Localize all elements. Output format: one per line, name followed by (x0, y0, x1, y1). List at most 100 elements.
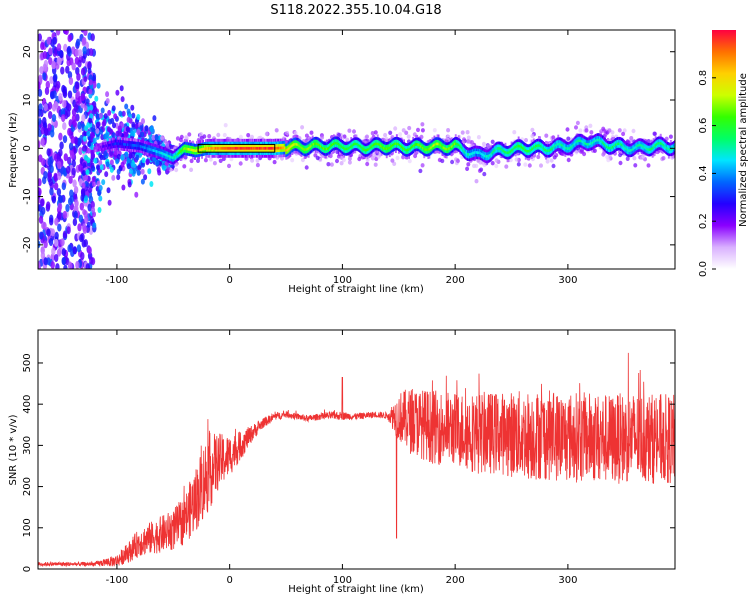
spectrogram-cell (149, 142, 152, 146)
spectrogram-cell (268, 152, 270, 155)
spectrogram-cell (395, 144, 398, 148)
spectrogram-cell (599, 142, 602, 145)
spectrogram-cell (340, 149, 342, 153)
spectrogram-cell (125, 140, 127, 144)
spectrogram-cell (500, 153, 503, 156)
spectrogram-cell (511, 145, 514, 149)
spectrogram-cell (281, 149, 284, 152)
spectrogram-cell (561, 143, 564, 147)
spectrogram-cell (403, 150, 405, 153)
spectrogram-cell (254, 141, 257, 145)
spectrogram-cell (410, 146, 413, 150)
spectrogram-cell (338, 145, 340, 149)
spectrogram-cell (585, 140, 588, 143)
spectrogram-cell (397, 145, 399, 148)
spectrogram-cell (479, 154, 482, 157)
spectrogram-cell (65, 257, 70, 266)
spectrogram-cell (294, 148, 297, 151)
spectrogram-cell (261, 138, 263, 142)
spectrogram-cell (63, 153, 68, 162)
spectrogram-cell (372, 143, 375, 147)
spectrogram-cell (178, 148, 181, 152)
spectrogram-cell (640, 138, 643, 142)
spectrogram-cell (134, 141, 137, 145)
spectrogram-cell (613, 147, 615, 151)
spectrogram-cell (159, 145, 162, 149)
spectrogram-cell (269, 149, 271, 153)
spectrogram-cell (565, 144, 568, 147)
spectrogram-cell (597, 143, 600, 147)
spectrogram-cell (503, 155, 506, 159)
spectrogram-cell (619, 142, 622, 146)
spectrogram-cell (596, 141, 599, 144)
spectrogram-cell (263, 152, 265, 155)
spectrogram-cell (397, 147, 399, 151)
spectrogram-cell (216, 149, 219, 153)
spectrogram-cell (467, 155, 469, 159)
spectrogram-cell (367, 153, 370, 157)
spectrogram-cell (224, 146, 227, 150)
spectrogram-cell (87, 246, 92, 255)
spectrogram-cell (161, 157, 164, 160)
spectrogram-cell (415, 135, 418, 138)
spectrogram-cell (157, 153, 160, 156)
spectrogram-cell (375, 139, 378, 143)
spectrogram-cell (597, 141, 600, 144)
spectrogram-cell (284, 148, 287, 152)
spectrogram-cell (250, 149, 253, 153)
spectrogram-cell (126, 126, 131, 133)
spectrogram-cell (270, 144, 272, 147)
spectrogram-cell (538, 141, 540, 145)
spectrogram-cell (576, 137, 579, 140)
spectrogram-cell (195, 146, 197, 150)
spectrogram-cell (153, 154, 156, 158)
spectrogram-cell (428, 145, 431, 148)
spectrogram-cell (631, 143, 634, 146)
spectrogram-cell (420, 163, 425, 168)
spectrogram-cell (203, 150, 206, 153)
spectrogram-cell (213, 144, 216, 147)
spectrogram-cell (117, 139, 120, 143)
spectrogram-cell (595, 141, 598, 145)
spectrogram-cell (629, 149, 632, 152)
spectrogram-cell (309, 145, 312, 149)
spectrogram-cell (62, 122, 67, 131)
spectrogram-cell (640, 146, 643, 150)
spectrogram-cell (189, 142, 191, 146)
spectrogram-cell (109, 150, 114, 157)
spectrogram-cell (430, 146, 433, 149)
spectrogram-cell (329, 148, 331, 152)
spectrogram-cell (179, 152, 182, 156)
spectrogram-cell (566, 141, 569, 145)
spectrogram-cell (113, 142, 116, 146)
spectrogram-cell (616, 148, 618, 151)
spectrogram-cell (118, 145, 121, 148)
spectrogram-cell (530, 142, 533, 146)
spectrogram-cell (332, 151, 334, 154)
spectrogram-cell (462, 151, 465, 155)
spectrogram-cell (508, 145, 511, 149)
spectrogram-cell (494, 143, 497, 146)
spectrogram-cell (291, 146, 294, 150)
spectrogram-cell (80, 252, 85, 260)
spectrogram-cell (430, 148, 433, 152)
spectrogram-cell (596, 143, 599, 147)
spectrogram-cell (242, 144, 245, 147)
spectrogram-cell (235, 144, 238, 147)
spectrogram-cell (54, 238, 59, 247)
spectrogram-cell (370, 142, 373, 146)
spectrogram-cell (533, 140, 536, 144)
spectrogram-cell (180, 144, 183, 147)
spectrogram-cell (125, 143, 127, 146)
spectrogram-cell (119, 85, 124, 92)
spectrogram-cell (38, 88, 43, 97)
spectrogram-cell (316, 145, 319, 149)
spectrogram-cell (503, 152, 506, 156)
spectrogram-cell (237, 154, 240, 158)
spectrogram-cell (38, 178, 42, 187)
spectrogram-cell (217, 154, 220, 158)
spectrogram-cell (581, 145, 584, 149)
spectrogram-cell (633, 152, 636, 156)
spectrogram-cell (266, 149, 268, 153)
spectrogram-cell (566, 157, 571, 163)
